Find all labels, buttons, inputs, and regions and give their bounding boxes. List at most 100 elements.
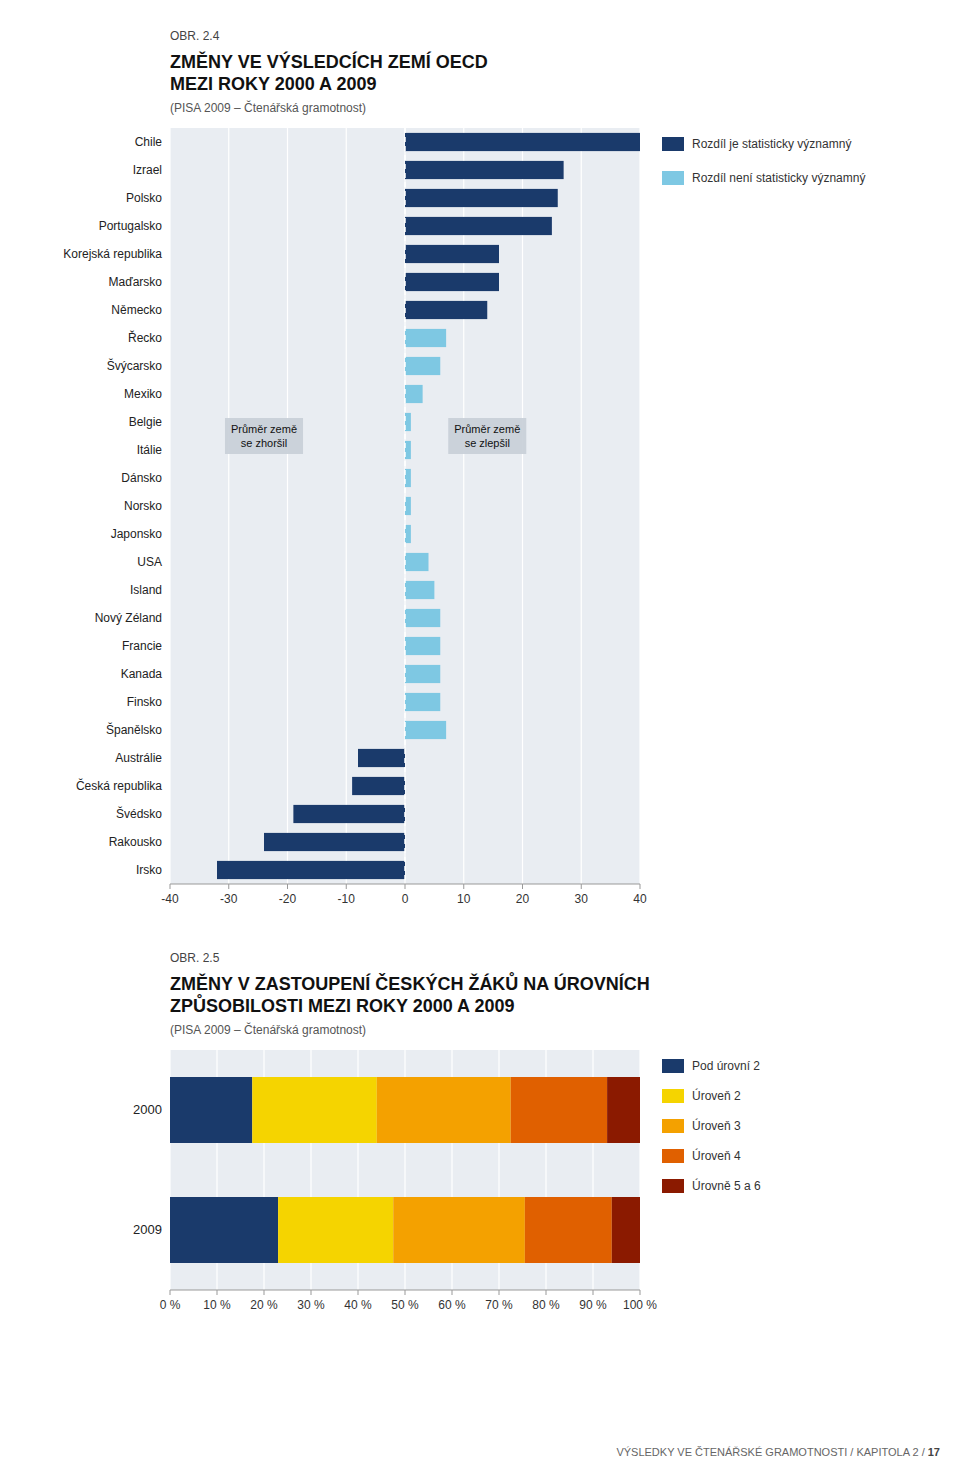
grid-line bbox=[346, 128, 347, 884]
legend-label: Rozdíl je statisticky významný bbox=[692, 137, 851, 151]
title-line: ZMĚNY V ZASTOUPENÍ ČESKÝCH ŽÁKŮ NA ÚROVN… bbox=[170, 972, 650, 994]
bars bbox=[170, 1077, 640, 1263]
bar bbox=[405, 637, 440, 655]
bar bbox=[405, 441, 411, 459]
grid-line bbox=[463, 128, 464, 884]
bar bbox=[607, 1077, 640, 1143]
category-label: Francie bbox=[122, 639, 162, 653]
annotation-line: se zhoršil bbox=[241, 437, 287, 449]
legend-label: Úroveň 3 bbox=[692, 1118, 741, 1133]
bar bbox=[170, 1197, 278, 1263]
tick-label: 70 % bbox=[485, 1298, 513, 1312]
tick-mark bbox=[217, 1290, 218, 1295]
tick-mark bbox=[546, 1290, 547, 1295]
legend-label: Rozdíl není statisticky významný bbox=[692, 171, 865, 185]
bar bbox=[293, 805, 405, 823]
tick-mark bbox=[581, 884, 582, 889]
tick-mark bbox=[405, 1290, 406, 1295]
bar bbox=[405, 665, 440, 683]
category-label: Rakousko bbox=[109, 835, 163, 849]
grid-line bbox=[639, 128, 640, 884]
bar bbox=[217, 861, 405, 879]
grid-line bbox=[287, 128, 288, 884]
category-label: USA bbox=[137, 555, 162, 569]
category-label: Německo bbox=[111, 303, 162, 317]
tick-label: 40 % bbox=[344, 1298, 372, 1312]
legend-label: Pod úrovní 2 bbox=[692, 1059, 760, 1073]
category-label: Maďarsko bbox=[109, 275, 163, 289]
bar bbox=[405, 329, 446, 347]
plot-area bbox=[170, 1050, 640, 1290]
bar bbox=[405, 693, 440, 711]
category-label: Japonsko bbox=[111, 527, 163, 541]
legend: Rozdíl je statisticky významný Rozdíl nen… bbox=[662, 137, 865, 185]
category-label: 2000 bbox=[133, 1102, 162, 1117]
category-label: Kanada bbox=[121, 667, 163, 681]
tick-label: 40 bbox=[633, 892, 647, 906]
bar bbox=[252, 1077, 377, 1143]
chart: OBR. 2.5ZMĚNY V ZASTOUPENÍ ČESKÝCH ŽÁKŮ … bbox=[133, 951, 761, 1312]
bar bbox=[405, 133, 640, 151]
bar bbox=[405, 469, 411, 487]
grid-line bbox=[169, 128, 170, 884]
tick-label: -40 bbox=[161, 892, 179, 906]
title-line: MEZI ROKY 2000 A 2009 bbox=[170, 74, 376, 94]
bar bbox=[405, 553, 429, 571]
category-label: Norsko bbox=[124, 499, 162, 513]
tick-mark bbox=[264, 1290, 265, 1295]
title-line: ZMĚNY VE VÝSLEDCÍCH ZEMÍ OECD bbox=[170, 51, 488, 72]
tick-label: -30 bbox=[220, 892, 238, 906]
tick-label: 80 % bbox=[532, 1298, 560, 1312]
tick-label: -20 bbox=[279, 892, 297, 906]
zero-line bbox=[404, 128, 406, 884]
tick-label: 10 bbox=[457, 892, 471, 906]
tick-mark bbox=[228, 884, 229, 889]
annotation-box bbox=[225, 418, 303, 454]
title: ZMĚNY V ZASTOUPENÍ ČESKÝCH ŽÁKŮ NA ÚROVN… bbox=[170, 972, 650, 1016]
tick-mark bbox=[640, 884, 641, 889]
tick-label: -10 bbox=[338, 892, 356, 906]
x-axis-line bbox=[170, 884, 640, 885]
legend-swatch bbox=[662, 1149, 684, 1163]
legend-swatch bbox=[662, 1179, 684, 1193]
grid-line bbox=[581, 128, 582, 884]
bar bbox=[405, 245, 499, 263]
legend-swatch bbox=[662, 1089, 684, 1103]
category-label: Austrálie bbox=[115, 751, 162, 765]
category-label: Izrael bbox=[133, 163, 162, 177]
bar bbox=[525, 1197, 612, 1263]
annotation: Průměr zeměse zhoršil bbox=[225, 418, 303, 454]
legend-swatch bbox=[662, 137, 684, 151]
category-label: Nový Zéland bbox=[95, 611, 162, 625]
grid-line bbox=[228, 128, 229, 884]
tick-label: 30 bbox=[575, 892, 589, 906]
legend-swatch bbox=[662, 1119, 684, 1133]
bar bbox=[405, 497, 411, 515]
category-label: Chile bbox=[135, 135, 163, 149]
title: ZMĚNY VE VÝSLEDCÍCH ZEMÍ OECDMEZI ROKY 2… bbox=[170, 51, 488, 94]
category-label: Portugalsko bbox=[99, 219, 163, 233]
bar bbox=[405, 385, 423, 403]
tick-mark bbox=[170, 1290, 171, 1295]
tick-label: 20 bbox=[516, 892, 530, 906]
chart: OBR. 2.4ZMĚNY VE VÝSLEDCÍCH ZEMÍ OECDMEZ… bbox=[63, 29, 865, 906]
tick-label: 10 % bbox=[203, 1298, 231, 1312]
tick-mark bbox=[311, 1290, 312, 1295]
background bbox=[0, 0, 960, 1478]
subtitle: (PISA 2009 – Čtenářská gramotnost) bbox=[170, 100, 366, 115]
category-label: 2009 bbox=[133, 1222, 162, 1237]
tick-mark bbox=[463, 884, 464, 889]
footer-text: VÝSLEDKY VE ČTENÁŘSKÉ GRAMOTNOSTI / KAPI… bbox=[616, 1446, 927, 1458]
page: OBR. 2.4ZMĚNY VE VÝSLEDCÍCH ZEMÍ OECDMEZ… bbox=[0, 0, 960, 1478]
tick-mark bbox=[287, 884, 288, 889]
bar bbox=[405, 301, 487, 319]
tick-mark bbox=[522, 884, 523, 889]
legend-label: Úrovně 5 a 6 bbox=[692, 1178, 761, 1193]
category-label: Korejská republika bbox=[63, 247, 162, 261]
bar bbox=[405, 413, 411, 431]
category-label: Švýcarsko bbox=[107, 358, 163, 373]
bar bbox=[405, 609, 440, 627]
tick-label: 50 % bbox=[391, 1298, 419, 1312]
bar bbox=[405, 721, 446, 739]
footer-page: 17 bbox=[928, 1446, 940, 1458]
